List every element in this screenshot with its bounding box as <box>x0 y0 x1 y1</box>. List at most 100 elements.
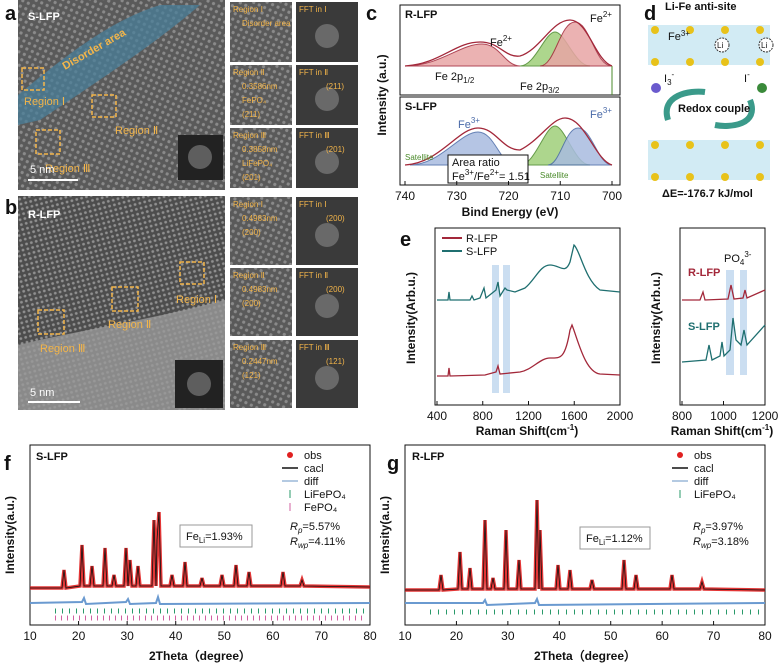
label: Li <box>717 41 723 50</box>
fft-spot <box>315 366 339 390</box>
label: - <box>747 70 750 79</box>
x-tick-label: 80 <box>363 629 377 643</box>
x-tick-label: 710 <box>550 189 570 203</box>
x-tick-label: 50 <box>218 629 232 643</box>
label: p <box>297 526 303 535</box>
x-axis: 10 20 30 40 50 60 70 80 <box>23 621 377 643</box>
tile <box>230 65 292 125</box>
x-tick-label: 40 <box>169 629 183 643</box>
legend-label: R-LFP <box>466 233 498 245</box>
label: 3/2 <box>548 86 560 95</box>
fft-spot <box>315 294 339 318</box>
label: R-LFP <box>412 451 444 463</box>
tile <box>230 2 292 62</box>
label: I <box>664 73 667 85</box>
label: Raman Shift(cm <box>476 424 567 438</box>
tile-note: (211) <box>326 82 344 91</box>
shape: Fe3+ <box>590 106 612 121</box>
shape <box>405 499 766 591</box>
label: 5 nm <box>30 164 54 176</box>
shape <box>37 309 65 335</box>
label: Fe <box>668 31 681 43</box>
label: Area ratio <box>452 157 500 169</box>
shape <box>651 83 661 93</box>
label: Fe 2p <box>520 81 548 93</box>
label: 4 <box>740 258 745 267</box>
label: Fe <box>590 109 603 121</box>
tile-note: 0.4983nm <box>242 285 278 294</box>
label: c <box>366 3 377 25</box>
shape <box>399 4 621 96</box>
tile-note: (200) <box>326 285 345 294</box>
label: Region Ⅰ <box>24 96 65 108</box>
x-tick-label: 60 <box>655 629 669 643</box>
tiles-b: Region Ⅰ 0.4983nm (200) Region Ⅱ 0.4983nm (20… <box>230 197 358 408</box>
shape: FeLi=1.12% <box>586 533 643 547</box>
legend-marker <box>287 452 293 458</box>
shape <box>756 26 764 34</box>
tile-note: (200) <box>326 214 345 223</box>
label: R <box>290 521 298 533</box>
panel-a: a S-LFP Disorder area Region Ⅰ Region Ⅱ … <box>5 0 225 190</box>
label: =1.93% <box>205 531 243 543</box>
shape <box>539 21 613 67</box>
label: 3- <box>744 250 751 259</box>
label: R <box>693 536 701 548</box>
shape: I3- <box>664 70 675 87</box>
tile-title: Region Ⅱ <box>233 68 265 77</box>
label: 2+ <box>603 10 612 19</box>
shape: Fe3+ <box>458 116 480 131</box>
tile-title: Region Ⅲ <box>233 131 266 140</box>
shape <box>679 227 766 406</box>
shape <box>686 173 694 181</box>
shape <box>404 444 766 626</box>
label: Intensity(Arb.u.) <box>649 272 663 364</box>
label: R <box>290 536 298 548</box>
shape: Fe3+ <box>668 29 690 43</box>
shape <box>111 286 139 312</box>
shape <box>187 372 211 396</box>
label: 5 nm <box>30 387 54 399</box>
shape <box>29 444 371 626</box>
label: Redox couple <box>678 103 750 115</box>
shape <box>651 26 659 34</box>
shape <box>714 98 755 129</box>
x-tick-label: 30 <box>501 629 515 643</box>
label: R-LFP <box>405 9 437 21</box>
shape <box>579 526 651 550</box>
label: =3.97% <box>705 521 743 533</box>
panel-e: e Intensity(Arb.u.) Raman Shift(cm-1) In… <box>400 227 773 438</box>
label: Region Ⅲ <box>45 163 91 175</box>
shape: I- <box>744 70 750 85</box>
fft-spot <box>315 87 339 111</box>
shape <box>651 26 764 181</box>
label: =1.12% <box>605 533 643 545</box>
shape <box>437 323 621 377</box>
label: Region Ⅱ <box>108 319 151 331</box>
panel-g: g R-LFP FeLi=1.12% Rp=3.97% Rwp=3.18% In… <box>378 444 766 663</box>
label: Fe <box>458 119 471 131</box>
shape <box>651 141 659 149</box>
label: Fe <box>490 37 503 49</box>
shape: Rwp=4.11% <box>290 536 345 550</box>
label: 3+ <box>465 168 474 177</box>
x-tick-label: 800 <box>672 409 692 423</box>
label: - <box>672 70 675 79</box>
label: Region Ⅱ <box>115 125 158 137</box>
fft-spot <box>315 24 339 48</box>
label: ) <box>574 424 578 438</box>
legend-label: S-LFP <box>466 246 497 258</box>
shape: Rwp=3.18% <box>693 536 749 550</box>
x-tick-label: 1000 <box>710 409 737 423</box>
x-tick-label: 70 <box>707 629 721 643</box>
x-tick-label: 1200 <box>752 409 779 423</box>
label: Satellite <box>540 171 569 180</box>
label: R <box>693 521 701 533</box>
label: =4.11% <box>308 536 345 548</box>
label: 1/2 <box>463 76 475 85</box>
label: S-LFP <box>405 101 437 113</box>
shape <box>686 58 694 66</box>
tile-title: Region Ⅲ <box>233 343 266 352</box>
shape: Raman Shift(cm-1) <box>476 423 578 438</box>
